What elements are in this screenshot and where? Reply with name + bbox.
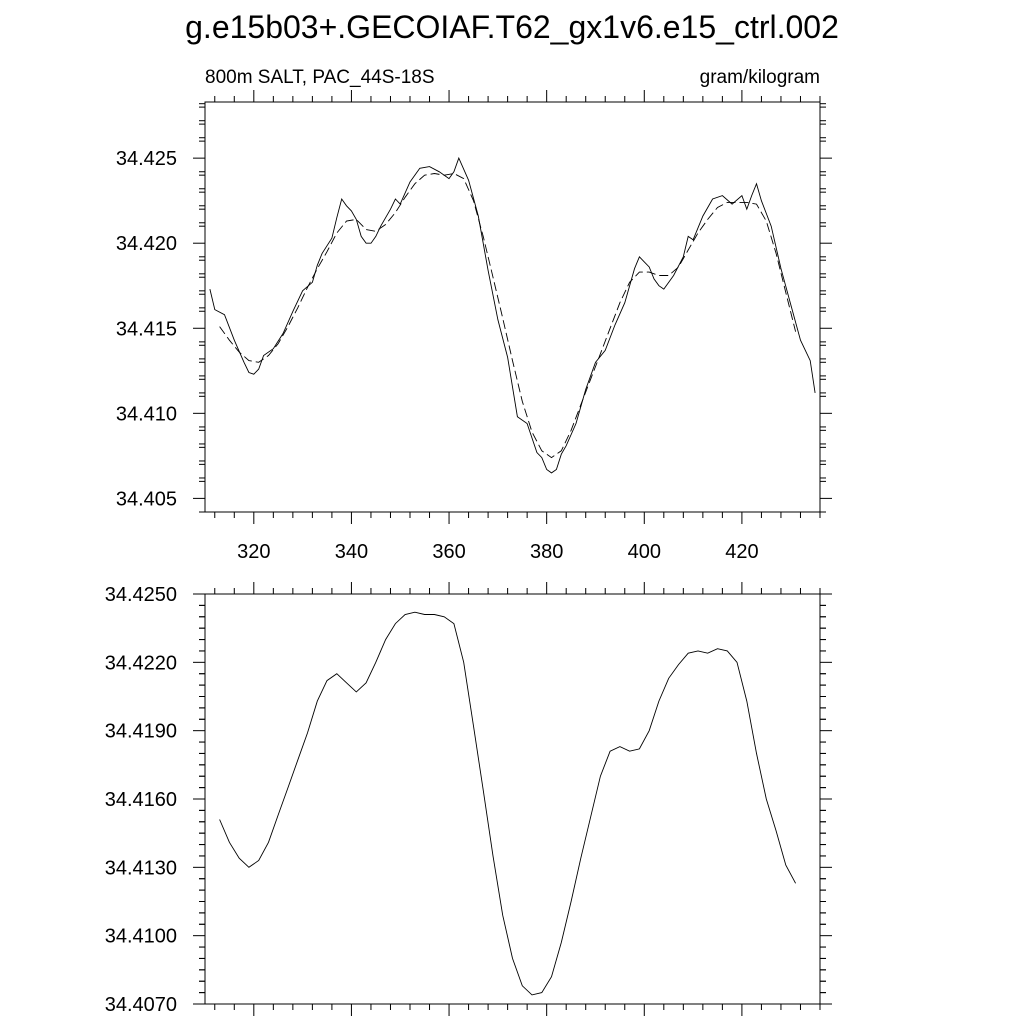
- x-tick-label: 360: [432, 541, 465, 563]
- series-line: [209, 156, 816, 474]
- series-line: [219, 611, 796, 996]
- top-panel: 320 340 360 380 400 420 34.405 34.410 34.415 34.4…: [116, 90, 832, 563]
- x-tick-label: 400: [628, 541, 661, 563]
- x-tick-label: 320: [237, 541, 270, 563]
- plot-frame: [204, 101, 821, 513]
- x-tick-label: 420: [725, 541, 758, 563]
- series-line-smoothed: [219, 173, 797, 459]
- y-tick-label: 34.415: [116, 318, 177, 340]
- y-tick-label: 34.4190: [105, 721, 177, 743]
- bottom-panel: 34.4070 34.4100 34.4130 34.4160 34.4190 34.42…: [105, 582, 832, 1016]
- y-tick-label: 34.405: [116, 488, 177, 510]
- y-tick-label: 34.4130: [105, 857, 177, 879]
- y-tick-label: 34.410: [116, 403, 177, 425]
- x-tick-label: 340: [335, 541, 368, 563]
- figure-title: g.e15b03+.GECOIAF.T62_gx1v6.e15_ctrl.002: [185, 9, 839, 45]
- y-tick-label: 34.4070: [105, 994, 177, 1016]
- y-tick-label: 34.4160: [105, 789, 177, 811]
- y-tick-label: 34.4220: [105, 652, 177, 674]
- y-tick-label: 34.4250: [105, 584, 177, 606]
- plot-frame: [204, 593, 821, 1005]
- left-string: 800m SALT, PAC_44S-18S: [205, 67, 435, 88]
- y-tick-label: 34.420: [116, 233, 177, 255]
- x-tick-label: 380: [530, 541, 563, 563]
- right-string: gram/kilogram: [700, 67, 820, 88]
- y-tick-label: 34.4100: [105, 926, 177, 948]
- y-tick-label: 34.425: [116, 148, 177, 170]
